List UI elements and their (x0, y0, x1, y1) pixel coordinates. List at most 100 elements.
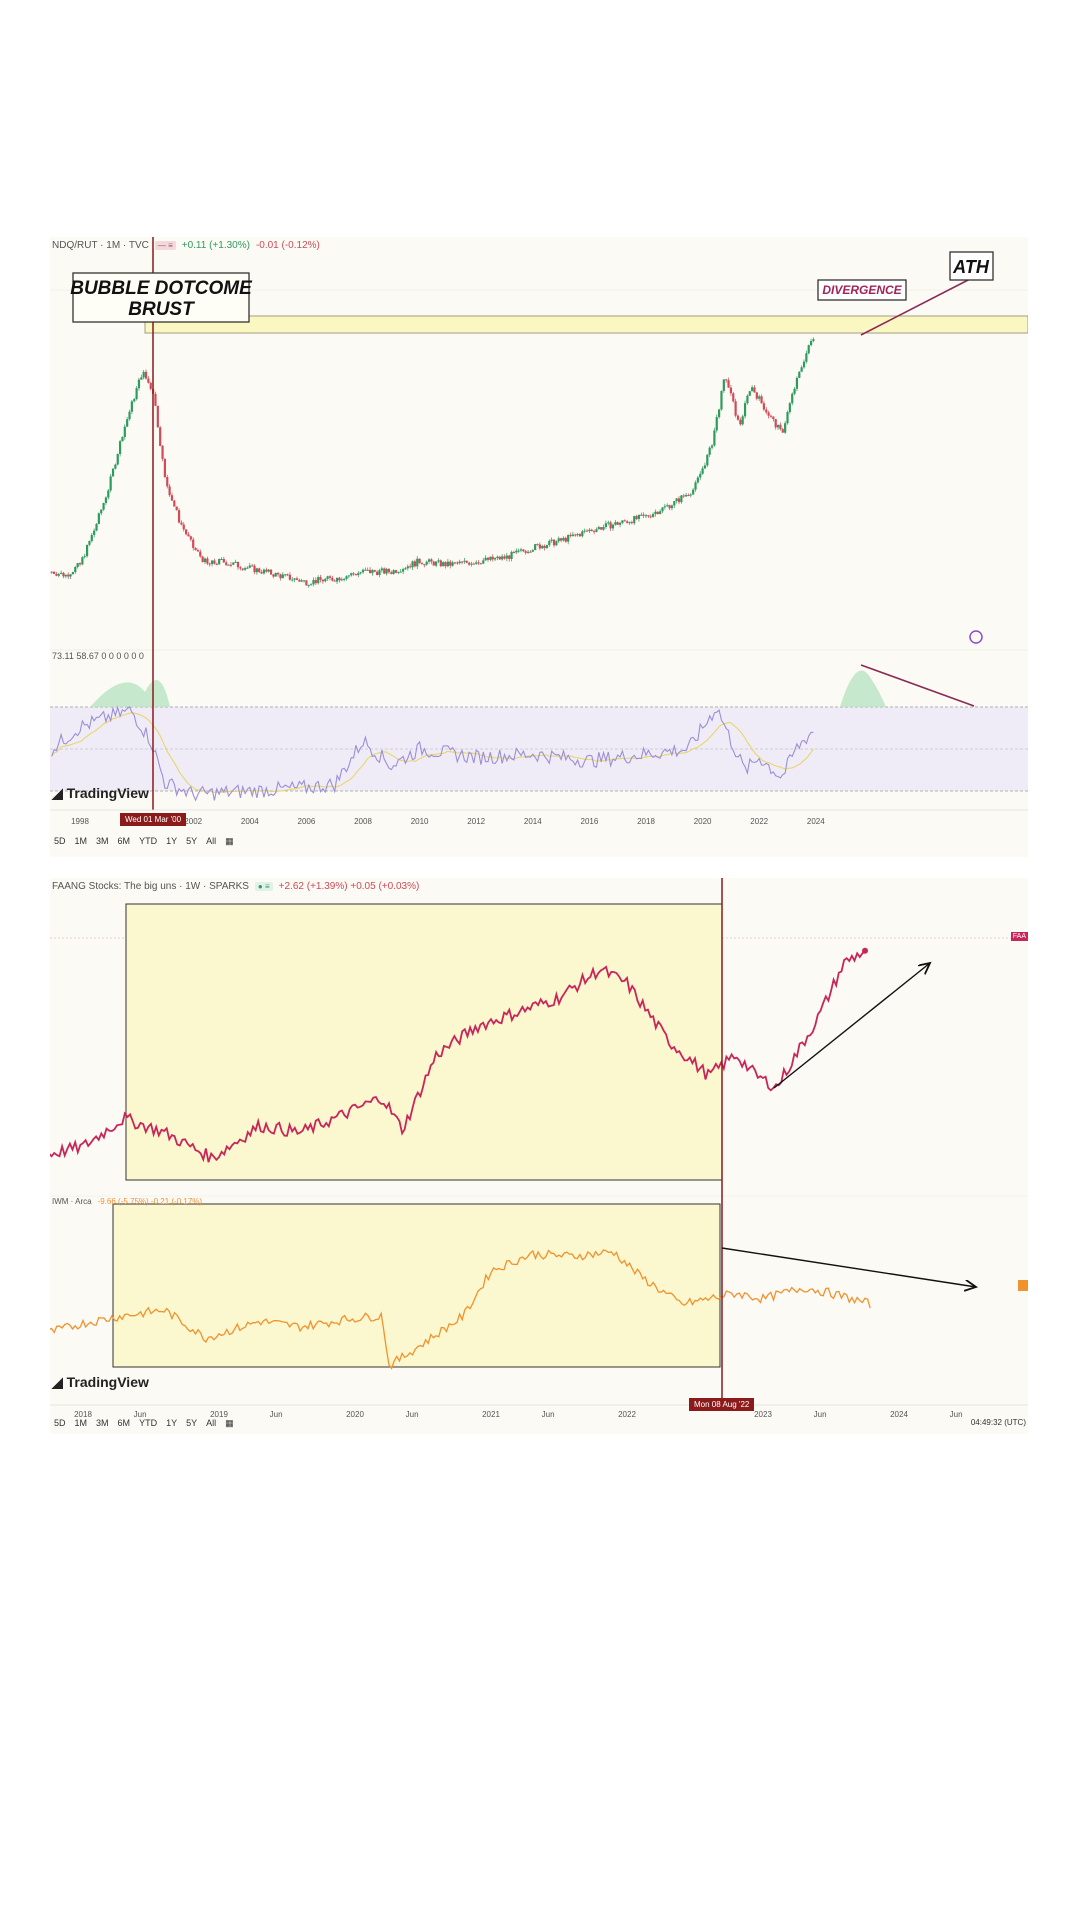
replay-icon[interactable] (969, 630, 983, 644)
p1-header: NDQ/RUT · 1M · TVC — ≡ +0.11 (+1.30%) -0… (52, 240, 320, 251)
candle-body (788, 403, 791, 413)
candle-body (126, 419, 129, 427)
candle-body (519, 549, 523, 551)
candle-body (722, 379, 725, 392)
candle-body (100, 509, 103, 514)
candle-body (111, 468, 115, 477)
x-tick-label: 2022 (618, 1410, 636, 1419)
candle-body (510, 551, 513, 559)
candle-body (258, 568, 261, 573)
p2-symbol[interactable]: FAANG Stocks: The big uns · 1W · SPARKS (52, 881, 249, 892)
candle-body (798, 371, 801, 378)
divergence-annotation: DIVERGENCE (817, 279, 907, 301)
candle-body (696, 477, 699, 483)
candle-body (446, 561, 449, 567)
candle-body (501, 556, 504, 560)
tf-1y[interactable]: 1Y (166, 836, 178, 846)
tf-5d[interactable]: 5D (54, 836, 66, 846)
candle-body (170, 495, 174, 501)
candle-body (354, 574, 358, 576)
candle-body (154, 393, 157, 406)
candle-body (628, 522, 631, 524)
candle-body (199, 551, 202, 557)
candle-body (659, 511, 662, 515)
candle-body (81, 557, 84, 565)
candle-body (177, 510, 181, 523)
tf-1m[interactable]: 1M (74, 1418, 88, 1428)
candle-body (343, 578, 346, 580)
p2-change: +2.62 (+1.39%) +0.05 (+0.03%) (278, 881, 420, 892)
faang-chart-panel: 2018 Jun 2019 Jun 2020 Jun 2021 Jun 2022 2023 Jun 2… (50, 878, 1028, 1434)
tf-5y[interactable]: 5Y (186, 836, 198, 846)
tf-3m[interactable]: 3M (96, 836, 109, 846)
tf-6m[interactable]: 6M (117, 836, 131, 846)
candle-body (734, 401, 737, 416)
candle-body (67, 574, 70, 577)
tf-5d[interactable]: 5D (54, 1418, 66, 1428)
tf-5y[interactable]: 5Y (186, 1418, 198, 1428)
x-tick-label: Jun (270, 1410, 283, 1419)
candle-body (682, 495, 685, 497)
candle-body (791, 393, 794, 404)
candle-body (267, 569, 270, 572)
calendar-icon[interactable]: ▦ (225, 1418, 234, 1428)
candle-body (85, 544, 89, 557)
candle-body (746, 395, 749, 404)
candle-body (116, 454, 119, 465)
tf-6m[interactable]: 6M (117, 1418, 131, 1428)
p2-sub-change: -9.66 (-5.75%) -0.21 (-0.17%) (97, 1197, 203, 1206)
tf-ytd[interactable]: YTD (139, 1418, 158, 1428)
p2-x-ticks: 2018 Jun 2019 Jun 2020 Jun 2021 Jun 2022 2023 Jun 2… (74, 1410, 962, 1419)
candle-body (413, 561, 416, 567)
candle-body (781, 429, 784, 433)
ath-label: ATH (952, 257, 990, 277)
candle-body (651, 514, 655, 517)
candle-body (260, 572, 263, 574)
x-tick-label: 2018 (637, 817, 655, 826)
p1-visibility-chip[interactable]: — ≡ (154, 241, 176, 250)
candle-body (451, 562, 454, 566)
price-trendline (860, 277, 973, 336)
candle-body (534, 544, 537, 551)
faang-last-point (862, 947, 868, 954)
p2-sub-symbol[interactable]: IWM · Arca (52, 1197, 92, 1206)
candle-body (213, 560, 216, 564)
candle-body (807, 345, 810, 354)
candle-body (611, 524, 615, 529)
candle-body (637, 514, 641, 519)
candle-body (404, 568, 407, 570)
candle-body (71, 572, 75, 575)
candle-body (251, 565, 254, 567)
candle-body (210, 560, 214, 564)
x-tick-label: Jun (406, 1410, 419, 1419)
candle-body (684, 494, 688, 497)
candle-body (163, 458, 166, 478)
x-tick-label: 2020 (346, 1410, 364, 1419)
bubble-annotation: BUBBLE DOTCOME BRUST (70, 272, 253, 323)
calendar-icon[interactable]: ▦ (225, 836, 234, 846)
x-tick-label: 2008 (354, 817, 372, 826)
tf-1y[interactable]: 1Y (166, 1418, 178, 1428)
tf-1m[interactable]: 1M (74, 836, 88, 846)
tf-all[interactable]: All (206, 1418, 217, 1428)
tf-ytd[interactable]: YTD (139, 836, 158, 846)
candle-body (180, 522, 183, 525)
candle-body (359, 572, 362, 574)
x-tick-label: 2020 (694, 817, 712, 826)
tf-all[interactable]: All (206, 836, 217, 846)
tf-3m[interactable]: 3M (96, 1418, 109, 1428)
candle-body (420, 563, 424, 565)
p1-symbol[interactable]: NDQ/RUT · 1M · TVC (52, 240, 149, 251)
candle-body (243, 568, 247, 570)
candle-body (687, 494, 690, 496)
candle-body (479, 563, 483, 565)
candle-body (663, 506, 666, 508)
candle-body (109, 476, 112, 491)
p2-visibility-chip[interactable]: ● ≡ (254, 882, 273, 891)
candle-body (449, 561, 452, 566)
x-tick-label: Jun (134, 1410, 147, 1419)
x-tick-label: 1998 (71, 817, 89, 826)
candle-body (736, 415, 740, 420)
candle-body (762, 403, 766, 410)
resistance-band (144, 315, 1028, 334)
